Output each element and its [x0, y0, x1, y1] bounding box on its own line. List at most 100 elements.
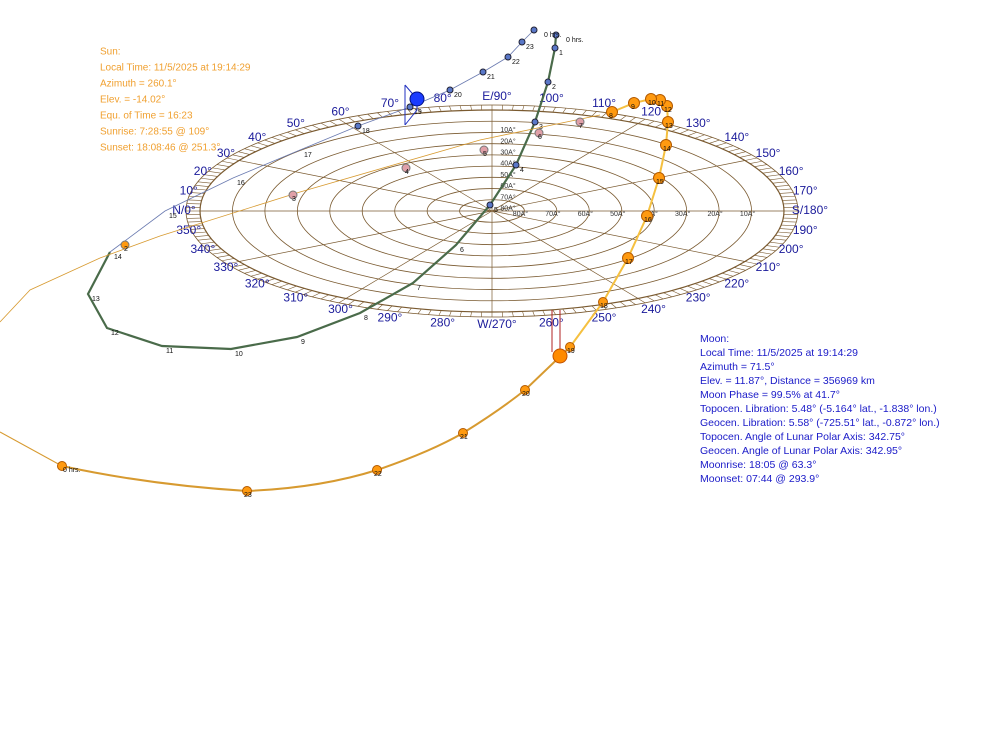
- tick-mark: [198, 182, 211, 183]
- tick-mark: [377, 113, 382, 118]
- moon-hour-label: 5: [494, 207, 498, 214]
- tick-mark: [279, 284, 289, 288]
- tick-mark: [188, 200, 202, 201]
- tick-mark: [582, 307, 586, 312]
- tick-mark: [321, 123, 329, 127]
- sun-hour-label: 10: [648, 100, 656, 107]
- tick-mark: [709, 140, 719, 143]
- ground-label: 3: [292, 196, 296, 203]
- tick-mark: [702, 281, 712, 284]
- moon-info-line: Local Time: 11/5/2025 at 19:14:29: [700, 347, 858, 359]
- azimuth-label: 50°: [287, 116, 305, 130]
- tick-mark: [672, 291, 681, 295]
- altitude-label: 70A°: [545, 210, 560, 218]
- tick-mark: [638, 119, 645, 123]
- sun-hour-label: 0 hrs.: [63, 467, 81, 474]
- tick-mark: [222, 161, 234, 163]
- tick-mark: [330, 121, 337, 125]
- moon-hour-label: 9: [301, 339, 305, 346]
- moon-info-line: Moonrise: 18:05 @ 63.3°: [700, 459, 816, 471]
- sun-info-line: Sunset: 18:08:46 @ 251.3°: [100, 143, 220, 154]
- sun-hour-label: 20: [522, 391, 530, 398]
- azimuth-label: 160°: [779, 164, 804, 178]
- moon-hour-dot: [545, 79, 551, 85]
- azimuth-label: 300°: [328, 302, 353, 316]
- moon-hour-label: 10: [235, 351, 243, 358]
- sun-marker: [553, 349, 567, 363]
- tick-mark: [695, 135, 705, 139]
- tick-mark: [312, 293, 320, 297]
- tick-mark: [543, 107, 545, 112]
- sun-hour-label: 18: [600, 303, 608, 310]
- tick-mark: [439, 107, 441, 112]
- tick-mark: [312, 125, 320, 129]
- sun-track-prev: [0, 432, 62, 466]
- sun-info-line: Local Time: 11/5/2025 at 19:14:29: [100, 63, 251, 74]
- tick-mark: [722, 146, 733, 149]
- tick-mark: [775, 185, 789, 186]
- azimuth-label: S/180°: [792, 203, 828, 217]
- tick-mark: [238, 267, 250, 270]
- sun-hour-label: 12: [664, 107, 672, 114]
- tick-mark: [734, 267, 746, 270]
- sun-hour-label: 19: [567, 348, 575, 355]
- moon-hour-label: 23: [526, 44, 534, 51]
- tick-mark: [198, 239, 211, 240]
- sun-hour-label: 9: [631, 104, 635, 111]
- moon-hour-dot: [505, 54, 511, 60]
- moon-hour-dot: [532, 119, 538, 125]
- tick-mark: [680, 130, 689, 134]
- moon-info-line: Moonset: 07:44 @ 293.9°: [700, 473, 819, 485]
- tick-mark: [408, 308, 412, 313]
- tick-mark: [368, 114, 374, 119]
- tick-mark: [766, 175, 779, 177]
- azimuth-label: 310°: [283, 291, 308, 305]
- moon-info-line: Geocen. Libration: 5.58° (-725.51° lat.,…: [700, 417, 940, 429]
- tick-mark: [702, 137, 712, 140]
- altitude-label: 10A°: [740, 210, 755, 218]
- tick-mark: [533, 311, 535, 316]
- tick-mark: [687, 132, 696, 136]
- sun-track: [62, 347, 570, 491]
- tick-mark: [471, 105, 472, 110]
- sun-info-line: Sunrise: 7:28:55 @ 109°: [100, 127, 209, 138]
- tick-mark: [655, 123, 663, 127]
- tick-mark: [611, 303, 617, 308]
- tick-mark: [512, 105, 513, 110]
- moon-hour-label: 7: [417, 285, 421, 292]
- moon-hour-label: 0 hrs.: [566, 37, 584, 44]
- moon-hour-dot: [480, 69, 486, 75]
- altitude-label: 60A°: [578, 210, 593, 218]
- moon-hour-label: 13: [92, 296, 100, 303]
- tick-mark: [321, 295, 329, 299]
- tick-mark: [358, 302, 364, 306]
- azimuth-label: 40°: [248, 130, 266, 144]
- tick-mark: [778, 232, 792, 233]
- altitude-label: 80A°: [500, 205, 515, 213]
- ground-label: 2: [124, 246, 128, 253]
- tick-mark: [523, 311, 524, 316]
- tick-mark: [734, 152, 746, 155]
- moon-hour-label: 20: [454, 92, 462, 99]
- sun-info-line: Elev. = -14.02°: [100, 95, 165, 106]
- tick-mark: [217, 165, 230, 167]
- tick-mark: [272, 281, 282, 284]
- azimuth-label: 220°: [724, 276, 749, 290]
- azimuth-label: 170°: [793, 183, 818, 197]
- moon-hour-label: 0 hrs.: [544, 32, 562, 39]
- tick-mark: [212, 168, 225, 170]
- tick-mark: [304, 127, 313, 131]
- azimuth-label: 10°: [180, 183, 198, 197]
- tick-mark: [620, 116, 626, 120]
- moon-info-line: Moon:: [700, 333, 729, 345]
- tick-mark: [377, 305, 382, 310]
- tick-mark: [647, 121, 654, 125]
- tick-mark: [217, 255, 230, 257]
- sun-info-line: Azimuth = 260.1°: [100, 79, 177, 90]
- tick-mark: [780, 193, 794, 194]
- sun-info-line: Sun:: [100, 47, 121, 58]
- tick-mark: [773, 182, 786, 183]
- azimuth-label: 240°: [641, 302, 666, 316]
- tick-mark: [238, 152, 250, 155]
